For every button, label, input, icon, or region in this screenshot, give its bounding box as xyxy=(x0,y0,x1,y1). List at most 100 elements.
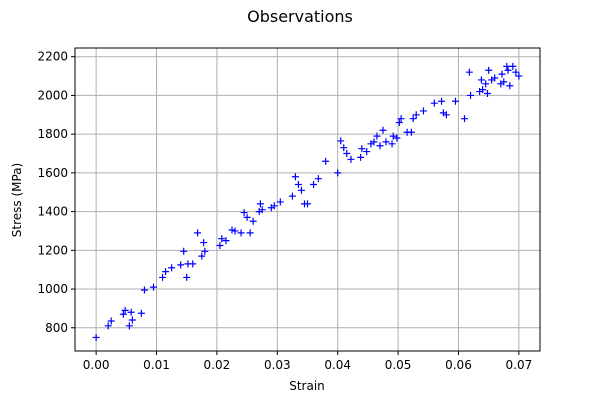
data-point xyxy=(240,209,248,217)
x-tick-label: 0.01 xyxy=(143,358,170,372)
data-point xyxy=(198,252,206,260)
data-point xyxy=(297,186,305,194)
data-point xyxy=(107,317,115,325)
data-point xyxy=(358,145,366,153)
data-point xyxy=(218,235,226,243)
data-point xyxy=(104,322,112,330)
data-point xyxy=(291,173,299,181)
data-point xyxy=(189,260,197,268)
y-axis: 800 1000 1200 1400 1600 1800 2000 2200 xyxy=(37,50,75,335)
y-tick-label: 1400 xyxy=(37,205,68,219)
data-point xyxy=(159,273,167,281)
data-point xyxy=(294,180,302,188)
data-point xyxy=(504,66,512,74)
data-point xyxy=(397,115,405,123)
data-point xyxy=(337,137,345,145)
data-point xyxy=(498,70,506,78)
data-point xyxy=(477,76,485,84)
data-point xyxy=(483,89,491,97)
data-point xyxy=(304,200,311,208)
data-point xyxy=(177,261,185,269)
x-axis: 0.00 0.01 0.02 0.03 0.04 0.05 0.06 0.07 xyxy=(83,351,532,372)
y-tick-label: 1800 xyxy=(37,127,68,141)
data-point xyxy=(393,134,401,142)
data-point xyxy=(200,239,208,247)
data-points xyxy=(92,62,523,341)
data-point xyxy=(485,66,493,74)
data-point xyxy=(442,111,450,119)
y-axis-label: Stress (MPa) xyxy=(10,163,24,237)
data-point xyxy=(340,144,348,152)
data-point xyxy=(503,62,511,70)
chart-title: Observations xyxy=(247,7,353,26)
data-point xyxy=(357,153,365,161)
data-point xyxy=(412,111,420,119)
x-tick-label: 0.00 xyxy=(83,358,110,372)
data-point xyxy=(310,180,318,188)
data-point xyxy=(119,310,127,318)
data-point xyxy=(222,237,230,245)
data-point xyxy=(343,150,351,158)
y-tick-label: 800 xyxy=(45,321,68,335)
data-point xyxy=(288,192,296,200)
data-point xyxy=(515,72,523,80)
x-axis-label: Strain xyxy=(289,379,325,393)
data-point xyxy=(237,229,245,237)
data-point xyxy=(150,283,158,291)
data-point xyxy=(363,148,371,156)
y-tick-label: 2200 xyxy=(37,50,68,64)
data-point xyxy=(249,217,257,225)
data-point xyxy=(270,202,278,210)
data-point xyxy=(243,213,251,221)
data-point xyxy=(140,286,148,294)
data-point xyxy=(465,68,473,76)
data-point xyxy=(451,97,459,105)
data-point xyxy=(419,107,427,115)
data-point xyxy=(127,308,135,316)
data-point xyxy=(370,138,378,146)
data-point xyxy=(438,97,446,105)
data-point xyxy=(379,126,387,134)
y-tick-label: 1000 xyxy=(37,282,68,296)
x-tick-label: 0.02 xyxy=(204,358,231,372)
data-point xyxy=(216,241,224,249)
data-point xyxy=(347,155,355,163)
data-point xyxy=(430,99,438,107)
data-point xyxy=(322,157,330,165)
data-point xyxy=(467,91,475,99)
x-tick-label: 0.05 xyxy=(385,358,412,372)
data-point xyxy=(491,74,499,82)
y-tick-label: 1200 xyxy=(37,243,68,257)
data-point xyxy=(334,169,342,177)
data-point xyxy=(461,115,469,123)
data-point xyxy=(376,142,384,150)
data-point xyxy=(482,80,490,88)
data-point xyxy=(314,175,322,183)
data-point xyxy=(231,227,239,235)
data-point xyxy=(409,115,417,123)
data-point xyxy=(121,306,129,314)
grid xyxy=(75,48,540,351)
x-tick-label: 0.07 xyxy=(506,358,533,372)
data-point xyxy=(256,200,264,208)
data-point xyxy=(373,132,381,140)
data-point xyxy=(509,62,517,70)
data-point xyxy=(162,268,170,276)
data-point xyxy=(389,132,397,140)
data-point xyxy=(382,138,390,146)
data-point xyxy=(388,140,396,148)
data-point xyxy=(479,86,487,94)
x-tick-label: 0.03 xyxy=(264,358,291,372)
x-tick-label: 0.04 xyxy=(324,358,351,372)
data-point xyxy=(201,247,209,255)
data-point xyxy=(258,206,266,214)
data-point xyxy=(506,82,514,90)
data-point xyxy=(228,226,236,234)
data-point xyxy=(407,128,415,136)
data-point xyxy=(92,333,100,341)
data-point xyxy=(180,247,188,255)
data-point xyxy=(512,68,520,76)
data-point xyxy=(183,273,191,281)
data-point xyxy=(137,309,145,317)
